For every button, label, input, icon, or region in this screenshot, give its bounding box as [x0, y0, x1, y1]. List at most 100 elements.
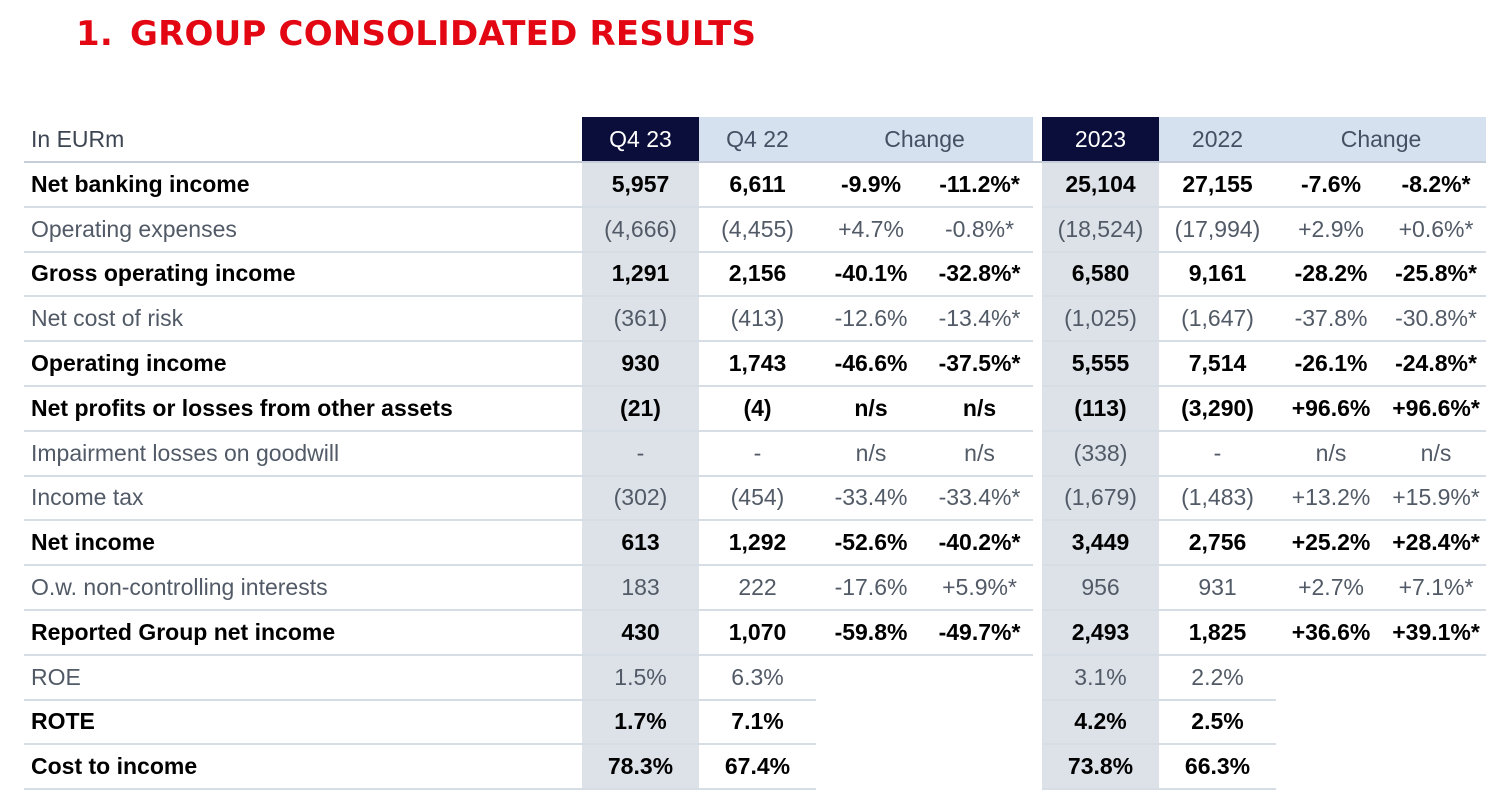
- cell-2023: 73.8%: [1042, 744, 1160, 791]
- cell-q-change: [816, 700, 926, 745]
- cell-q-change: -59.8%: [816, 609, 926, 656]
- header-label: In EURm: [24, 117, 582, 163]
- cell-y-change-adjusted: [1386, 655, 1486, 700]
- cell-y-change-adjusted: +96.6%*: [1386, 385, 1487, 432]
- header-2023: 2023: [1042, 117, 1160, 163]
- cell-y-change-adjusted: n/s: [1386, 430, 1487, 477]
- header-year-change: Change: [1276, 117, 1487, 163]
- row-label: Operating expenses: [24, 206, 582, 253]
- cell-y-change: [1276, 700, 1386, 745]
- table-row: Gross operating income 1,291 2,156 -40.1% -3…: [24, 251, 1487, 298]
- cell-q-change-adjusted: n/s: [926, 385, 1034, 432]
- table-row: O.w. non-controlling interests 183 222 -17.…: [24, 565, 1487, 611]
- cell-y-change: -26.1%: [1276, 341, 1387, 387]
- cell-q-change: -33.4%: [816, 475, 926, 522]
- cell-q-change-adjusted: -33.4%*: [926, 475, 1034, 522]
- row-label: Net banking income: [24, 162, 582, 208]
- row-label: Cost to income: [24, 744, 582, 791]
- table-row: Cost to income 78.3% 67.4% 73.8% 66.3%: [24, 744, 1486, 791]
- cell-q-change: -40.1%: [816, 251, 926, 298]
- consolidated-results-table: In EURm Q4 23 Q4 22 Change 2023 2022 Cha…: [24, 117, 1487, 791]
- cell-q-change: -12.6%: [816, 296, 926, 343]
- cell-y-change: +25.2%: [1276, 520, 1387, 567]
- header-q4-22: Q4 22: [699, 117, 816, 163]
- cell-q4-22: 67.4%: [699, 744, 816, 791]
- cell-y-change: +36.6%: [1276, 609, 1387, 656]
- table-row: Net income 613 1,292 -52.6% -40.2%* 3,449 2,75…: [24, 520, 1487, 567]
- column-gap: [1033, 476, 1042, 521]
- cell-2023: (113): [1042, 385, 1160, 432]
- cell-2022: 7,514: [1159, 341, 1277, 387]
- cell-q-change: +4.7%: [816, 206, 926, 253]
- cell-2023: 5,555: [1042, 341, 1160, 387]
- column-gap: [1033, 700, 1042, 745]
- table-row: ROE 1.5% 6.3% 3.1% 2.2%: [24, 654, 1486, 701]
- cell-2022: (17,994): [1159, 206, 1277, 253]
- cell-y-change: -37.8%: [1276, 296, 1387, 343]
- table-row: Operating income 930 1,743 -46.6% -37.5%* 5,5…: [24, 341, 1487, 387]
- cell-y-change: +2.7%: [1276, 565, 1387, 611]
- cell-y-change-adjusted: [1386, 744, 1486, 789]
- cell-2023: 956: [1042, 565, 1160, 611]
- table-row: Net profits or losses from other assets(…: [24, 385, 1487, 432]
- cell-q-change: n/s: [816, 430, 926, 477]
- cell-q4-22: 7.1%: [699, 699, 816, 746]
- cell-2022: 931: [1159, 565, 1277, 611]
- cell-q4-22: (454): [699, 475, 816, 522]
- cell-q-change-adjusted: [926, 744, 1033, 789]
- table-row: Operating expenses (4,666) (4,455) +4.7% -0.…: [24, 206, 1487, 253]
- cell-y-change-adjusted: +39.1%*: [1386, 609, 1487, 656]
- cell-2023: (338): [1042, 430, 1160, 477]
- row-label: O.w. non-controlling interests: [24, 565, 582, 611]
- cell-q4-23: -: [582, 430, 699, 477]
- cell-q4-23: (302): [582, 475, 699, 522]
- cell-q-change: n/s: [816, 385, 926, 432]
- cell-q4-22: 1,743: [699, 341, 816, 387]
- cell-q-change: -46.6%: [816, 341, 926, 387]
- cell-q4-23: 1,291: [582, 251, 699, 298]
- cell-2022: (1,483): [1159, 475, 1277, 522]
- cell-y-change-adjusted: -25.8%*: [1386, 251, 1487, 298]
- cell-y-change-adjusted: +28.4%*: [1386, 520, 1487, 567]
- cell-q4-23: 1.5%: [582, 654, 699, 701]
- header-2022: 2022: [1159, 117, 1277, 163]
- cell-y-change: -28.2%: [1276, 251, 1387, 298]
- cell-q-change-adjusted: -40.2%*: [926, 520, 1034, 567]
- cell-q4-22: 222: [699, 565, 816, 611]
- cell-y-change-adjusted: -30.8%*: [1386, 296, 1487, 343]
- cell-q4-23: 5,957: [582, 162, 699, 208]
- page-title: 1. GROUP CONSOLIDATED RESULTS: [76, 14, 756, 54]
- cell-q-change-adjusted: -11.2%*: [926, 162, 1034, 208]
- cell-q4-22: 6.3%: [699, 654, 816, 701]
- cell-q-change-adjusted: -13.4%*: [926, 296, 1034, 343]
- table-row: ROTE 1.7% 7.1% 4.2% 2.5%: [24, 699, 1486, 746]
- cell-q4-22: (4): [699, 385, 816, 432]
- cell-2022: (3,290): [1159, 385, 1277, 432]
- cell-q4-23: (4,666): [582, 206, 699, 253]
- cell-q-change-adjusted: -32.8%*: [926, 251, 1034, 298]
- table-header-row: In EURm Q4 23 Q4 22 Change 2023 2022 Cha…: [24, 117, 1487, 163]
- cell-q4-23: 183: [582, 565, 699, 611]
- cell-y-change-adjusted: +0.6%*: [1386, 206, 1487, 253]
- row-label: Gross operating income: [24, 251, 582, 298]
- table-row: Income tax (302) (454) -33.4% -33.4%* (1,679)…: [24, 475, 1487, 522]
- cell-q4-23: 78.3%: [582, 744, 699, 791]
- row-label: Net cost of risk: [24, 296, 582, 343]
- column-gap: [1033, 296, 1042, 341]
- table-row: Net cost of risk (361) (413) -12.6% -13.4%*(…: [24, 296, 1487, 343]
- cell-2023: 2,493: [1042, 609, 1160, 656]
- cell-2023: (1,025): [1042, 296, 1160, 343]
- table-body: Net banking income 5,957 6,611 -9.9% -11.2%*…: [24, 162, 1487, 791]
- cell-q4-23: 430: [582, 609, 699, 656]
- column-gap: [1033, 431, 1042, 476]
- column-gap: [1033, 565, 1042, 610]
- cell-q-change-adjusted: +5.9%*: [926, 565, 1034, 611]
- cell-y-change: [1276, 744, 1386, 789]
- cell-q-change-adjusted: [926, 700, 1033, 745]
- cell-2022: 27,155: [1159, 162, 1277, 208]
- cell-q-change-adjusted: n/s: [926, 430, 1034, 477]
- cell-q4-22: 1,070: [699, 609, 816, 656]
- cell-2023: 6,580: [1042, 251, 1160, 298]
- cell-q-change-adjusted: [926, 655, 1033, 700]
- cell-2023: 3.1%: [1042, 654, 1160, 701]
